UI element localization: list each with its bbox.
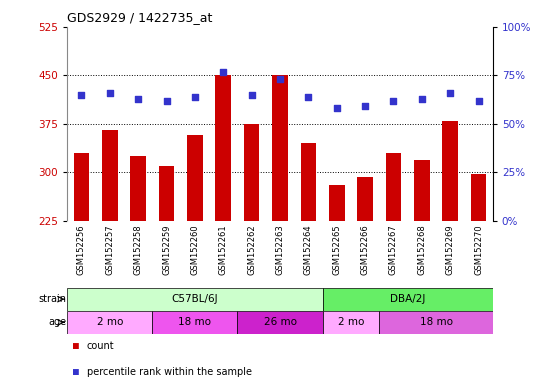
Text: GSM152261: GSM152261: [219, 224, 228, 275]
Bar: [67, 288, 323, 311]
Bar: [73, 153, 89, 221]
Bar: [130, 156, 146, 221]
Text: count: count: [87, 341, 114, 351]
Text: 2 mo: 2 mo: [338, 318, 364, 328]
Point: [446, 90, 455, 96]
Bar: [471, 174, 487, 221]
Text: age: age: [49, 318, 67, 328]
Text: GSM152256: GSM152256: [77, 224, 86, 275]
Point: [105, 90, 114, 96]
Point: [134, 96, 143, 102]
Bar: [187, 135, 203, 221]
Text: GSM152263: GSM152263: [276, 224, 284, 275]
Bar: [272, 75, 288, 221]
Bar: [102, 131, 118, 221]
Bar: [414, 159, 430, 221]
Point: [162, 98, 171, 104]
Bar: [323, 311, 379, 334]
Text: GSM152265: GSM152265: [332, 224, 341, 275]
Text: percentile rank within the sample: percentile rank within the sample: [87, 367, 252, 377]
Text: GSM152269: GSM152269: [446, 224, 455, 275]
Text: 26 mo: 26 mo: [264, 318, 296, 328]
Text: C57BL/6J: C57BL/6J: [171, 294, 218, 304]
Bar: [67, 311, 152, 334]
Point: [304, 94, 313, 100]
Bar: [237, 311, 323, 334]
Text: ■: ■: [73, 341, 78, 351]
Text: GSM152260: GSM152260: [190, 224, 199, 275]
Point: [389, 98, 398, 104]
Bar: [301, 143, 316, 221]
Text: GSM152270: GSM152270: [474, 224, 483, 275]
Bar: [442, 121, 458, 221]
Text: 18 mo: 18 mo: [179, 318, 211, 328]
Point: [247, 92, 256, 98]
Point: [219, 68, 228, 74]
Bar: [216, 75, 231, 221]
Point: [417, 96, 426, 102]
Bar: [357, 177, 373, 221]
Text: DBA/2J: DBA/2J: [390, 294, 426, 304]
Bar: [152, 311, 237, 334]
Point: [190, 94, 199, 100]
Bar: [244, 124, 259, 221]
Text: GSM152259: GSM152259: [162, 224, 171, 275]
Bar: [158, 166, 174, 221]
Text: GSM152262: GSM152262: [247, 224, 256, 275]
Point: [276, 76, 284, 82]
Text: GDS2929 / 1422735_at: GDS2929 / 1422735_at: [67, 11, 213, 24]
Point: [77, 92, 86, 98]
Bar: [323, 288, 493, 311]
Text: GSM152257: GSM152257: [105, 224, 114, 275]
Point: [332, 105, 341, 111]
Text: GSM152264: GSM152264: [304, 224, 313, 275]
Text: 18 mo: 18 mo: [419, 318, 452, 328]
Text: GSM152258: GSM152258: [134, 224, 143, 275]
Text: GSM152266: GSM152266: [361, 224, 370, 275]
Text: GSM152267: GSM152267: [389, 224, 398, 275]
Bar: [386, 153, 402, 221]
Bar: [379, 311, 493, 334]
Text: GSM152268: GSM152268: [417, 224, 426, 275]
Bar: [329, 185, 344, 221]
Text: 2 mo: 2 mo: [96, 318, 123, 328]
Text: ■: ■: [73, 367, 78, 377]
Text: strain: strain: [39, 294, 67, 304]
Point: [361, 103, 370, 109]
Point: [474, 98, 483, 104]
